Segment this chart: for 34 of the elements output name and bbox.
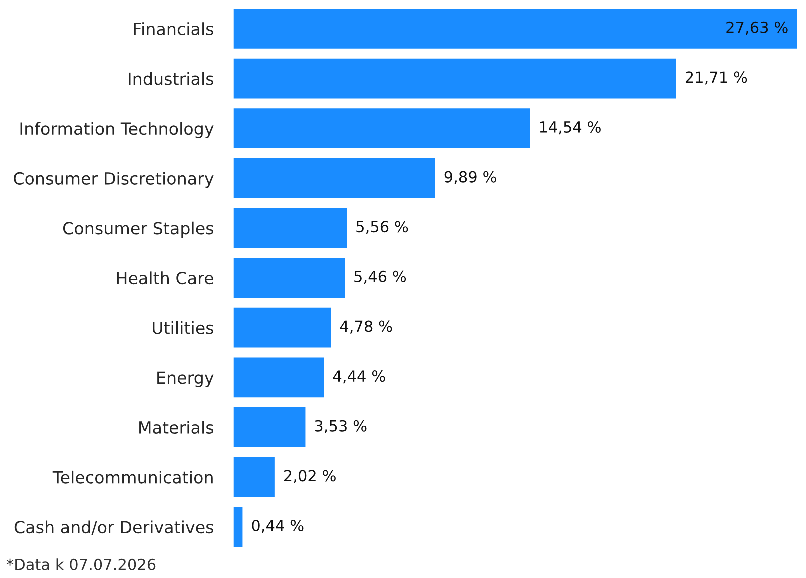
data-label: 21,71 % <box>686 72 748 85</box>
bar <box>234 408 306 448</box>
bar <box>234 108 530 149</box>
y-tick-label: Consumer Discretionary <box>14 172 214 188</box>
y-tick-label: Utilities <box>153 322 214 334</box>
data-label: 2,02 % <box>284 470 336 484</box>
data-label: 14,54 % <box>540 121 601 135</box>
y-tick-label: Information Technology <box>20 122 214 138</box>
y-tick-label: Energy <box>158 372 214 388</box>
bar <box>234 507 243 548</box>
data-label: 5,46 % <box>354 270 406 284</box>
data-label: 4,44 % <box>333 370 386 384</box>
y-tick-label: Cash and/or Derivatives <box>14 520 214 535</box>
data-label: 9,89 % <box>444 171 496 184</box>
bar <box>234 308 332 348</box>
y-tick-label: Health Care <box>117 272 214 285</box>
bar <box>234 358 324 398</box>
bar <box>234 208 348 248</box>
bar <box>234 158 436 198</box>
data-label: 4,78 % <box>340 320 392 334</box>
y-tick-label: Consumer Staples <box>63 222 214 238</box>
data-label: 27,63 % <box>726 22 788 35</box>
data-label: 5,56 % <box>356 221 408 234</box>
bar <box>234 58 676 99</box>
y-tick-label: Telecommunication <box>52 470 213 484</box>
bar <box>234 9 798 49</box>
bar <box>234 258 346 298</box>
bar <box>234 457 275 498</box>
data-label: 3,53 % <box>315 420 367 434</box>
y-tick-label: Industrials <box>129 72 214 86</box>
data-label: 0,44 % <box>252 520 304 534</box>
y-tick-label: Financials <box>134 22 214 36</box>
y-tick-label: Materials <box>140 421 214 434</box>
text: *Data k 07.07.2026 <box>6 558 156 570</box>
